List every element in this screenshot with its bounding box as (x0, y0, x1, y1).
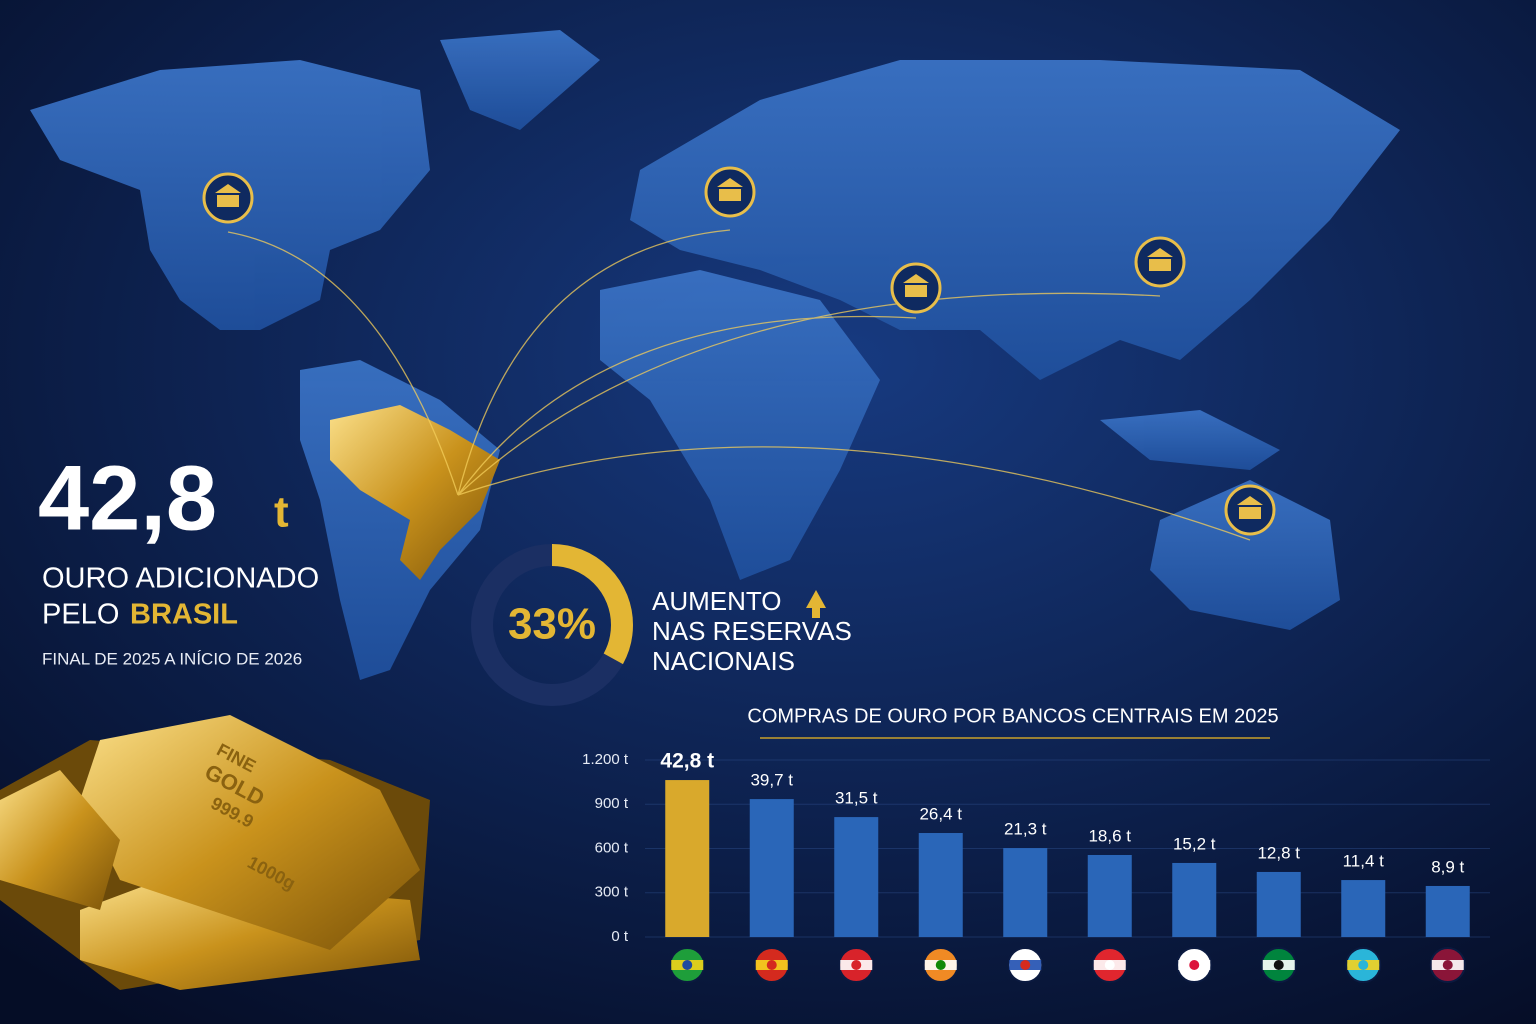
bar-annotation: 42,8 t (660, 750, 714, 773)
flag-emblem (1273, 960, 1284, 970)
bar (1003, 848, 1048, 937)
y-tick-label: 1.200 t (582, 751, 629, 768)
y-tick-label: 900 t (595, 795, 629, 812)
flag-emblem (1442, 960, 1453, 970)
flag-emblem (1104, 960, 1115, 970)
y-tick-label: 300 t (595, 884, 629, 901)
bar (1256, 871, 1301, 937)
headline-highlight: BRASIL (130, 599, 238, 631)
flag-emblem (935, 960, 946, 970)
bar-annotation: 21,3 t (1004, 820, 1047, 839)
donut-annotation: AUMENTO (652, 586, 782, 616)
flag-emblem (766, 960, 777, 970)
flag-emblem (1358, 960, 1369, 970)
headline-line1: OURO ADICIONADO (42, 563, 319, 595)
bar (665, 780, 710, 937)
donut-annotation: NACIONAIS (652, 646, 795, 676)
headline-period: FINAL DE 2025 A INÍCIO DE 2026 (42, 649, 302, 668)
flag-emblem (1189, 960, 1200, 970)
bar-annotation: 18,6 t (1088, 826, 1131, 845)
gold-bars: FINE GOLD 999.9 1000g (0, 715, 430, 990)
bar (1425, 885, 1470, 937)
bar (1172, 862, 1217, 937)
bar-annotation: 26,4 t (919, 804, 962, 823)
headline-unit: t (274, 488, 289, 537)
connection-lines (227, 229, 1251, 541)
bar-annotation: 39,7 t (750, 771, 793, 790)
headline-line2: PELO (42, 599, 119, 631)
bar (918, 833, 963, 937)
headline: 42,8 t OURO ADICIONADO PELO BRASIL FINAL… (38, 447, 319, 668)
brazil-highlight (330, 405, 500, 580)
y-tick-label: 0 t (611, 928, 629, 945)
donut-annotation: NAS RESERVAS (652, 616, 852, 646)
bar-annotation: 15,2 t (1173, 834, 1216, 853)
bar-annotation: 31,5 t (835, 789, 878, 808)
bar (1087, 854, 1132, 937)
flag-emblem (682, 960, 693, 970)
headline-value: 42,8 (38, 447, 217, 549)
flag-emblem (1020, 960, 1031, 970)
bar (749, 799, 794, 937)
bar (834, 817, 879, 937)
donut-label: 33% (508, 600, 596, 649)
chart-title: COMPRAS DE OURO POR BANCOS CENTRAIS EM 2… (747, 705, 1278, 727)
bar-annotation: 8,9 t (1431, 857, 1464, 876)
bar-annotation: 12,8 t (1257, 843, 1300, 862)
bar-annotation: 11,4 t (1343, 852, 1385, 871)
bank-markers (202, 166, 1276, 536)
y-tick-label: 600 t (595, 839, 629, 856)
up-arrow (806, 590, 826, 618)
bar (1341, 880, 1386, 937)
flag-emblem (851, 960, 862, 970)
donut-arc (471, 544, 633, 706)
